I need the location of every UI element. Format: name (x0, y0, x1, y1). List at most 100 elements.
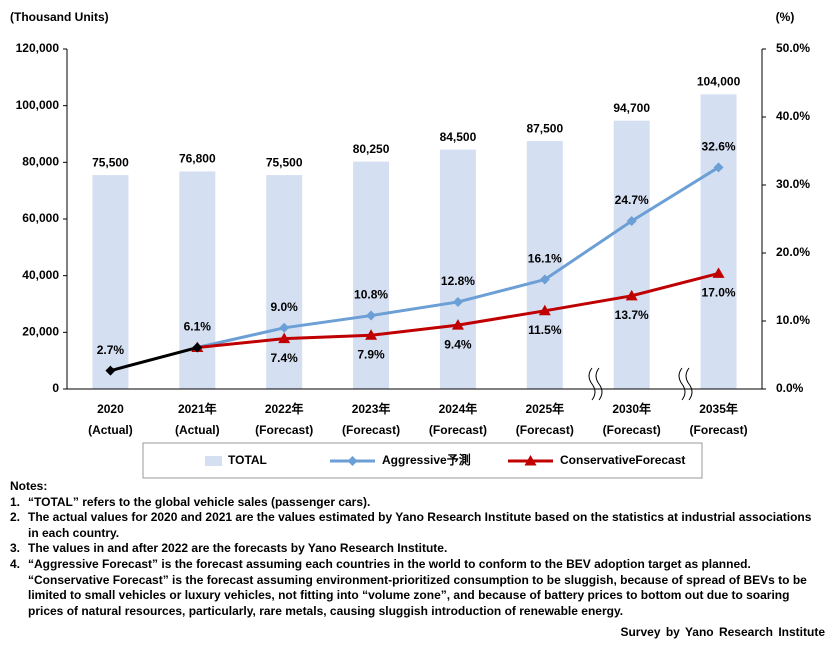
axis-break (588, 367, 693, 401)
line-value-label: 7.9% (357, 347, 385, 361)
x-tick-note: (Forecast) (342, 423, 400, 437)
legend-box (142, 442, 703, 479)
marker (366, 310, 377, 321)
x-tick-note: (Forecast) (255, 423, 313, 437)
x-tick-label: 2035年 (699, 401, 738, 416)
marker (626, 216, 637, 227)
y-axis-title: (Thousand Units) (10, 10, 109, 24)
note: 3. The values in and after 2022 are the f… (10, 541, 820, 557)
line-value-label: 7.4% (271, 351, 299, 365)
line-value-label: 11.5% (528, 323, 562, 337)
legend-label: TOTAL (228, 453, 267, 467)
bar-value-label: 84,500 (440, 130, 477, 144)
bar (526, 141, 563, 389)
x-tick-label: 2023年 (352, 401, 391, 416)
x-tick-label: 2020 (97, 402, 124, 416)
y-tick-label: 40,000 (22, 268, 59, 282)
marker (538, 304, 551, 316)
line-value-label: 12.8% (441, 274, 475, 288)
marker (278, 332, 291, 344)
y-tick-label: 60,000 (22, 211, 59, 225)
marker (539, 274, 550, 285)
marker (192, 342, 203, 353)
x-tick-label: 2022年 (265, 401, 304, 416)
x-tick-label: 2024年 (439, 401, 478, 416)
marker (279, 322, 290, 333)
bar-value-label: 94,700 (613, 101, 650, 115)
marker (451, 319, 464, 330)
note: 4. “Aggressive Forecast” is the forecast … (10, 557, 820, 619)
y2-tick-label: 0.0% (776, 381, 804, 395)
note-text: The values in and after 2022 are the for… (28, 541, 448, 556)
x-tick-label: 2030年 (612, 401, 651, 416)
marker (105, 365, 116, 376)
y2-tick-label: 10.0% (776, 313, 810, 327)
line-value-label: 13.7% (615, 308, 649, 322)
line-value-label: 16.1% (528, 252, 562, 266)
legend-marker (524, 455, 537, 466)
y2-tick-label: 50.0% (776, 41, 810, 55)
y-tick-label: 120,000 (16, 41, 60, 55)
x-tick-note: (Forecast) (603, 423, 661, 437)
bar (700, 94, 737, 389)
x-tick-label: 2021年 (178, 401, 217, 416)
marker (452, 296, 463, 307)
marker (712, 267, 725, 278)
bar (179, 171, 216, 389)
notes-heading: Notes: (10, 479, 48, 493)
x-tick-note: (Actual) (175, 423, 220, 437)
legend-label: Aggressive予測 (382, 452, 471, 467)
x-tick-note: (Forecast) (429, 423, 487, 437)
bar-value-label: 87,500 (526, 121, 563, 135)
y-tick-label: 20,000 (22, 325, 59, 339)
note-number: 2. (10, 510, 21, 525)
legend-swatch (205, 456, 222, 466)
y-tick-label: 80,000 (22, 155, 59, 169)
notes: Notes: 1. “TOTAL” refers to the global ve… (10, 479, 820, 619)
note: 2. The actual values for 2020 and 2021 ar… (10, 510, 820, 541)
note-number: 1. (10, 494, 21, 509)
legend-label: ConservativeForecast (560, 453, 685, 467)
line-value-label: 10.8% (354, 288, 388, 302)
note-text: “TOTAL” refers to the global vehicle sal… (28, 494, 371, 509)
legend-marker (347, 456, 358, 466)
y2-tick-label: 20.0% (776, 245, 810, 259)
source: Survey by Yano Research Institute (620, 625, 825, 639)
note-number: 3. (10, 541, 21, 556)
bar (439, 149, 476, 389)
y2-tick-label: 30.0% (776, 177, 810, 191)
chart: (Thousand Units) (%) 0 20,000 40,000 60,000… (10, 10, 810, 479)
x-tick-note: (Forecast) (516, 423, 574, 437)
note-text: “Aggressive Forecast” is the forecast as… (28, 556, 807, 618)
bar-value-label: 76,800 (179, 152, 216, 166)
bar (353, 161, 390, 389)
x-tick-label: 2025年 (525, 401, 564, 416)
line-value-label: 24.7% (615, 193, 649, 207)
y-tick-label: 0 (52, 381, 59, 395)
bar-value-label: 104,000 (697, 75, 741, 89)
y-tick-label: 100,000 (16, 98, 60, 112)
x-tick-note: (Forecast) (690, 423, 748, 437)
note: 1. “TOTAL” refers to the global vehicle s… (10, 495, 820, 511)
bar-value-label: 80,250 (353, 142, 390, 156)
line-value-label: 9.4% (444, 337, 472, 351)
y2-tick-label: 40.0% (776, 109, 810, 123)
marker (365, 329, 378, 340)
note-number: 4. (10, 556, 21, 571)
line-value-label: 2.7% (97, 343, 125, 357)
line-value-label: 9.0% (271, 300, 299, 314)
y2-axis-title: (%) (776, 10, 795, 24)
bar (92, 175, 129, 389)
bar-value-label: 75,500 (92, 155, 129, 169)
marker (713, 162, 724, 173)
line-value-label: 17.0% (702, 286, 736, 300)
bar-value-label: 75,500 (266, 155, 303, 169)
series-line (110, 346, 198, 373)
line-value-label: 6.1% (184, 320, 212, 334)
note-text: The actual values for 2020 and 2021 are … (28, 510, 812, 540)
bar (266, 175, 303, 389)
line-value-label: 32.6% (702, 139, 736, 153)
bar (613, 120, 650, 389)
marker (625, 289, 638, 301)
